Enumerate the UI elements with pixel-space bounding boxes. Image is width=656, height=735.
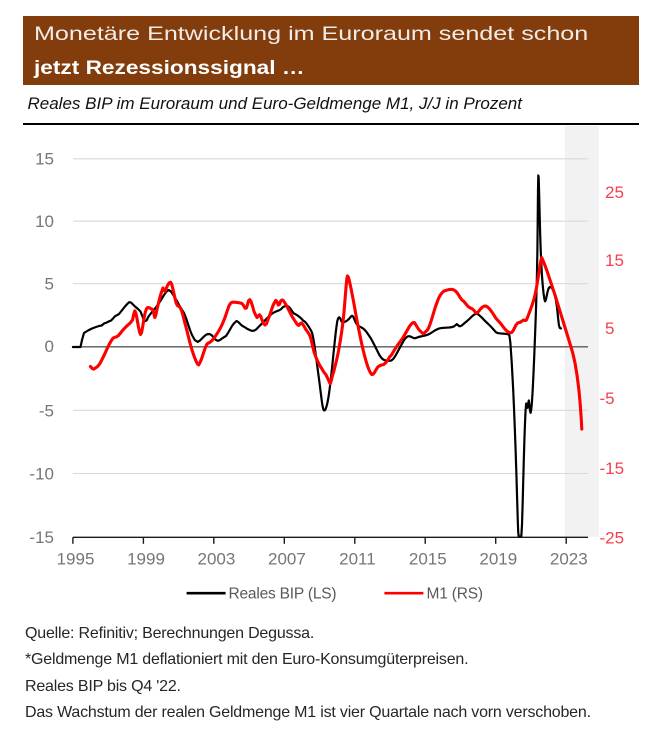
svg-text:-10: -10 [29, 465, 54, 484]
svg-text:-15: -15 [29, 528, 54, 547]
svg-text:15: 15 [35, 150, 54, 169]
svg-text:5: 5 [45, 275, 54, 294]
svg-text:Reales BIP (LS): Reales BIP (LS) [229, 586, 337, 603]
svg-text:2019: 2019 [479, 549, 517, 568]
svg-text:1999: 1999 [127, 549, 165, 568]
svg-text:-15: -15 [600, 459, 625, 478]
svg-text:15: 15 [605, 251, 624, 270]
svg-text:25: 25 [605, 183, 624, 202]
svg-text:M1 (RS): M1 (RS) [427, 586, 483, 603]
svg-text:2007: 2007 [268, 549, 306, 568]
svg-text:2023: 2023 [550, 549, 588, 568]
svg-text:2011: 2011 [339, 549, 376, 568]
svg-text:2003: 2003 [197, 549, 235, 568]
svg-text:-5: -5 [39, 401, 54, 420]
svg-text:0: 0 [45, 337, 54, 356]
svg-text:2015: 2015 [409, 549, 447, 568]
svg-text:1995: 1995 [57, 549, 95, 568]
svg-text:5: 5 [605, 319, 614, 338]
svg-text:10: 10 [35, 212, 54, 231]
svg-text:-5: -5 [600, 389, 615, 408]
svg-text:-25: -25 [600, 528, 625, 547]
